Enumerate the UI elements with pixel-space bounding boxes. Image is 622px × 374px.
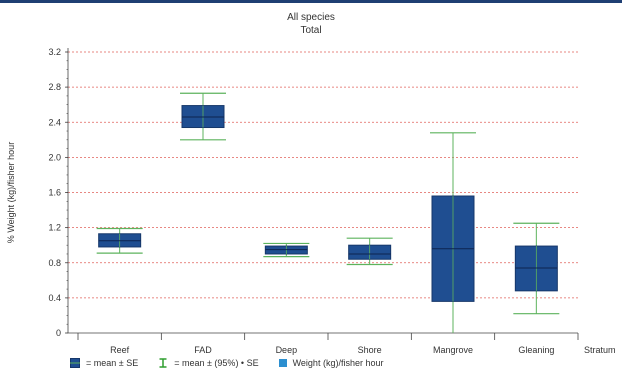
x-tick-label: FAD <box>194 345 212 355</box>
legend: = mean ± SE = mean ± (95%) • SE Weight (… <box>70 358 403 368</box>
top-bar <box>0 0 622 3</box>
x-axis-label: Stratum <box>584 345 616 355</box>
legend-item-series: Weight (kg)/fisher hour <box>278 358 384 368</box>
legend-label: = mean ± SE <box>86 358 139 368</box>
y-axis-label: % Weight (kg)/fisher hour <box>6 142 16 243</box>
x-tick-label: Reef <box>110 345 130 355</box>
y-tick-label: 0.4 <box>48 293 61 303</box>
y-tick-label: 1.2 <box>48 223 61 233</box>
square-icon <box>278 359 287 367</box>
legend-label: = mean ± (95%) • SE <box>174 358 259 368</box>
legend-label: Weight (kg)/fisher hour <box>292 358 384 368</box>
x-tick-label: Deep <box>276 345 298 355</box>
y-tick-label: 1.6 <box>48 188 61 198</box>
chart-subtitle: Total <box>300 25 322 36</box>
legend-item-se: = mean ± SE <box>70 358 138 368</box>
x-tick-label: Gleaning <box>518 345 554 355</box>
chart-title: All species <box>287 12 335 23</box>
y-tick-label: 0.8 <box>48 258 61 268</box>
y-tick-label: 2.0 <box>48 152 61 162</box>
x-tick-label: Mangrove <box>433 345 473 355</box>
whisker-icon <box>159 358 167 368</box>
y-tick-label: 3.2 <box>48 47 61 57</box>
legend-item-ci: = mean ± (95%) • SE <box>158 358 259 368</box>
box-icon <box>70 358 80 368</box>
x-tick-label: Shore <box>358 345 382 355</box>
y-tick-label: 0 <box>56 328 61 338</box>
y-tick-label: 2.8 <box>48 82 61 92</box>
y-tick-label: 2.4 <box>48 117 61 127</box>
